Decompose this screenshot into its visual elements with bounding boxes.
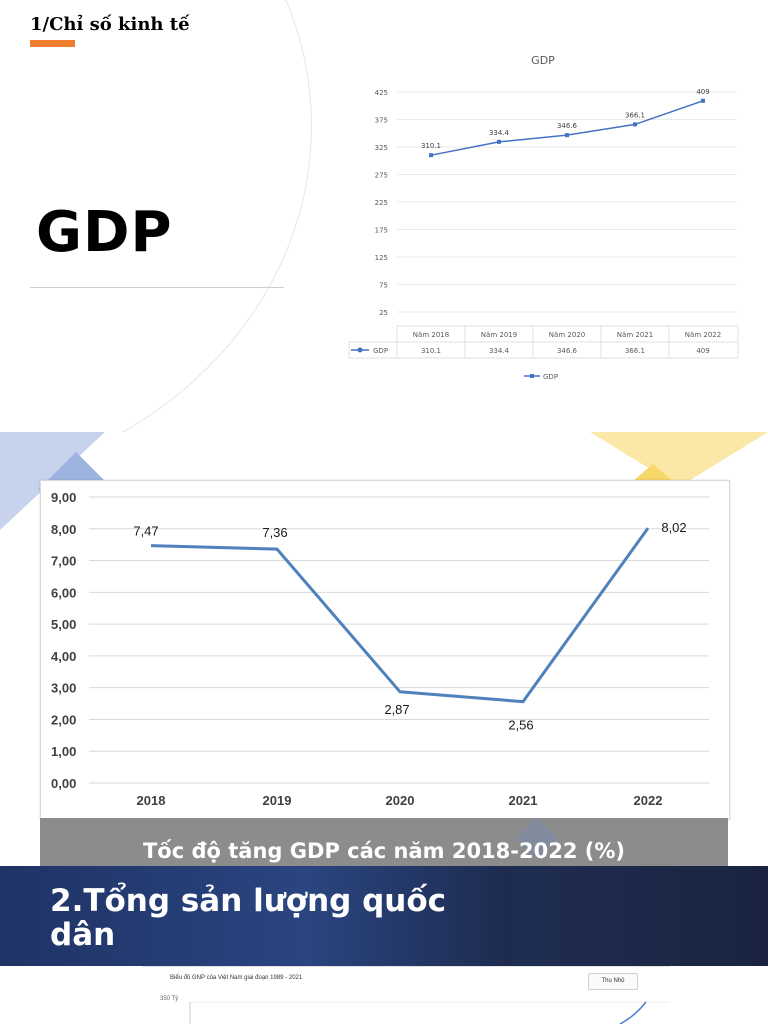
gdp-point xyxy=(497,139,501,144)
growth-data-label: 7,36 xyxy=(262,525,287,540)
slide-title: GDP xyxy=(36,200,173,265)
chart-data-table xyxy=(348,325,739,359)
caption-background xyxy=(40,818,728,866)
y-tick-label: 125 xyxy=(375,254,388,262)
x-tick-label: 2022 xyxy=(634,793,663,808)
gdp-data-label: 334.4 xyxy=(489,129,510,137)
gdp-point xyxy=(701,98,705,103)
gdp-data-label: 366.1 xyxy=(625,111,645,119)
y-tick-label: 375 xyxy=(375,117,388,125)
gnp-chart-area xyxy=(188,1001,670,1024)
y-tick-label: 2,00 xyxy=(51,712,76,727)
gnp-chart-frame xyxy=(142,966,670,1024)
y-axis-ticks: 9,00 8,00 7,00 6,00 5,00 4,00 3,00 2,00 1,00 0,00 xyxy=(51,490,76,791)
gdp-slide: 1/Chỉ số kinh tế GDP GDP 425 375 325 275 225… xyxy=(0,0,768,432)
chart-title: GDP xyxy=(531,54,555,67)
gdp-line-chart: GDP 425 375 325 275 225 175 125 75 25 310.1 334.4… xyxy=(348,54,739,381)
table-header-cell: Năm 2019 xyxy=(481,331,517,339)
gdp-point xyxy=(565,133,569,138)
table-cells: Năm 2018 Năm 2019 Năm 2020 Năm 2021 Năm 2022… xyxy=(413,331,721,355)
gdp-data-label: 346.6 xyxy=(557,122,578,130)
y-tick-label: 8,00 xyxy=(51,522,76,537)
y-axis-ticks: 425 375 325 275 225 175 125 75 25 xyxy=(375,89,388,317)
table-value-cell: 409 xyxy=(696,347,709,355)
gnp-chart-title: Biểu đồ GNP của Việt Nam giai đoạn 1989 … xyxy=(170,975,303,981)
gnp-chart-preview: Biểu đồ GNP của Việt Nam giai đoạn 1989 … xyxy=(0,966,768,1024)
growth-data-label: 2,87 xyxy=(384,702,409,717)
table-header-cell: Năm 2022 xyxy=(685,331,721,339)
y-tick-label: 425 xyxy=(375,89,388,97)
y-tick-label: 75 xyxy=(379,282,388,290)
gdp-growth-slide: 9,00 8,00 7,00 6,00 5,00 4,00 3,00 2,00 1,00 0,00… xyxy=(0,432,768,866)
x-tick-label: 2019 xyxy=(263,793,292,808)
y-tick-label: 225 xyxy=(375,199,388,207)
table-legend-marker xyxy=(357,347,363,353)
legend-label: GDP xyxy=(543,373,558,381)
gdp-data-labels: 310.1 334.4 346.6 366.1 409 xyxy=(421,88,710,150)
y-tick-label: 175 xyxy=(375,227,388,235)
table-value-cell: 334.4 xyxy=(489,347,510,355)
chart-gridlines xyxy=(397,91,737,313)
table-header-cell: Năm 2018 xyxy=(413,331,449,339)
y-tick-label: 3,00 xyxy=(51,681,76,696)
y-tick-label: 0,00 xyxy=(51,776,76,791)
y-tick-label: 325 xyxy=(375,144,388,152)
x-tick-label: 2020 xyxy=(386,793,415,808)
y-tick-label: 6,00 xyxy=(51,585,76,600)
collapse-button[interactable]: Thu Nhỏ xyxy=(588,973,638,990)
y-tick-label: 7,00 xyxy=(51,554,76,569)
banner-dark-panel xyxy=(512,866,768,966)
growth-chart-panel: 9,00 8,00 7,00 6,00 5,00 4,00 3,00 2,00 1,00 0,00… xyxy=(40,480,730,820)
title-divider xyxy=(30,287,284,288)
table-value-cell: 310.1 xyxy=(421,347,441,355)
gdp-series-points xyxy=(429,98,705,158)
table-header-cell: Năm 2020 xyxy=(549,331,585,339)
gdp-data-label: 409 xyxy=(696,88,709,96)
chart-caption: Tốc độ tăng GDP các năm 2018-2022 (%) xyxy=(142,839,625,863)
gdp-data-label: 310.1 xyxy=(421,142,441,150)
section-banner: 2.Tổng sản lượng quốc dân xyxy=(0,866,768,966)
section-title: 2.Tổng sản lượng quốc dân xyxy=(50,883,447,953)
growth-data-labels: 7,47 7,36 2,87 2,56 8,02 xyxy=(133,520,686,733)
y-tick-label: 5,00 xyxy=(51,617,76,632)
gdp-point xyxy=(633,122,637,127)
y-tick-label: 25 xyxy=(379,309,388,317)
table-value-cell: 366.1 xyxy=(625,347,645,355)
accent-bar xyxy=(30,40,75,47)
table-value-cell: 346.6 xyxy=(557,347,578,355)
gdp-point xyxy=(429,153,433,158)
growth-data-label: 7,47 xyxy=(133,524,158,539)
y-tick-label: 9,00 xyxy=(51,490,76,505)
y-tick-label: 4,00 xyxy=(51,649,76,664)
gnp-y-tick: 350 Tỷ xyxy=(160,996,179,1002)
legend-marker xyxy=(530,374,534,378)
table-series-label: GDP xyxy=(373,347,388,355)
y-tick-label: 275 xyxy=(375,172,388,180)
growth-data-label: 8,02 xyxy=(661,520,686,535)
y-tick-label: 1,00 xyxy=(51,744,76,759)
gdp-growth-line-chart: 9,00 8,00 7,00 6,00 5,00 4,00 3,00 2,00 1,00 0,00… xyxy=(51,490,709,808)
table-header-cell: Năm 2021 xyxy=(617,331,653,339)
growth-data-label: 2,56 xyxy=(508,718,533,733)
growth-series-line xyxy=(150,527,650,704)
chart-gridlines xyxy=(89,496,709,784)
x-tick-label: 2018 xyxy=(137,793,166,808)
gnp-series-line xyxy=(619,1001,647,1024)
section-heading: 1/Chỉ số kinh tế xyxy=(30,14,190,35)
x-tick-label: 2021 xyxy=(509,793,538,808)
x-axis-ticks: 2018 2019 2020 2021 2022 xyxy=(137,793,663,808)
